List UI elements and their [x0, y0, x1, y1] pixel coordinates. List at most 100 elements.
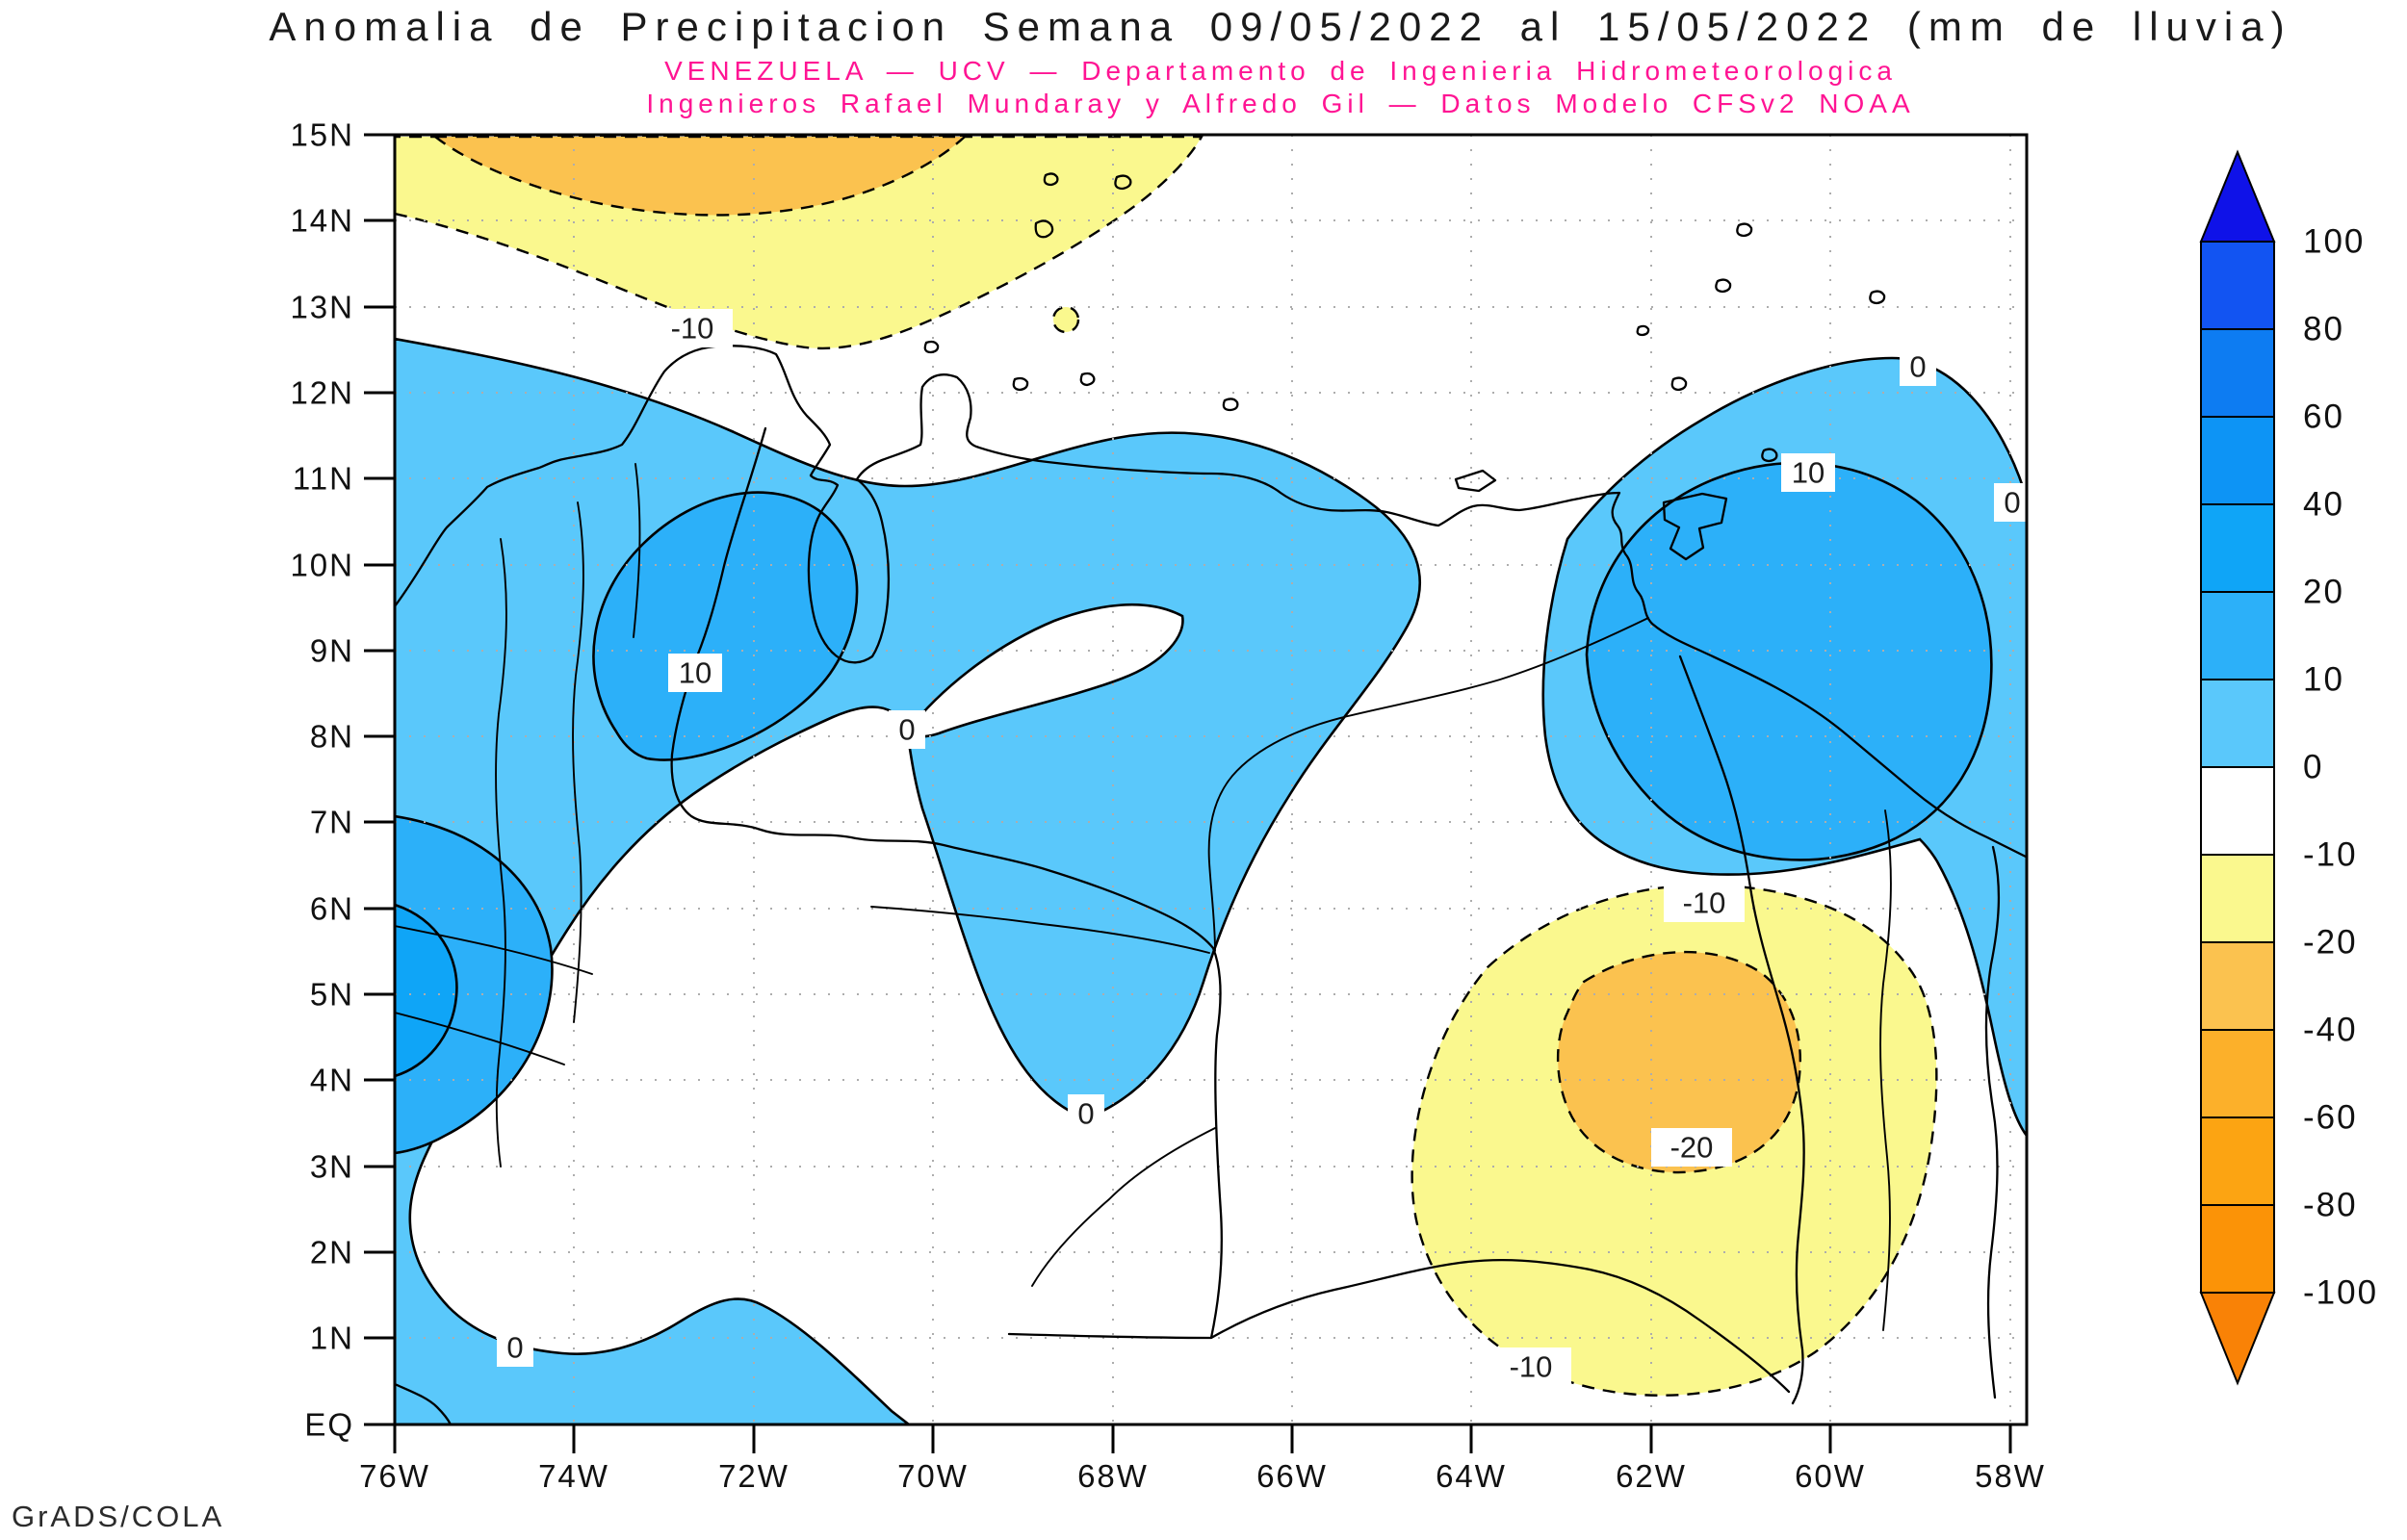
colorbar: 100 80 60 40 20 10 0 -10 -20 -40 -60 -80…	[2199, 149, 2378, 1386]
contour-value-labels: -10 0 10 10 0 0 -10 -20 -10 0 0	[497, 309, 2031, 1386]
contour-label: 0	[497, 1328, 533, 1367]
contour-label: -20	[1651, 1128, 1732, 1167]
colorbar-label: -40	[2303, 1012, 2358, 1049]
x-tick-label: 76W	[359, 1458, 430, 1494]
colorbar-label: 40	[2303, 486, 2344, 524]
y-tick-label: 2N	[310, 1235, 354, 1270]
contour-label: 0	[1994, 483, 2031, 522]
geography	[395, 172, 2027, 1424]
east-10mm-core	[1585, 461, 1993, 861]
y-tick-label: 15N	[290, 117, 354, 153]
contour-label-text: 0	[2004, 486, 2020, 520]
contour-label: 0	[1068, 1094, 1104, 1133]
contour-label: 10	[1781, 453, 1835, 492]
colorbar-label: 20	[2303, 574, 2344, 611]
colorbar-segment	[2200, 1204, 2275, 1294]
contour-label-text: 10	[1792, 456, 1825, 490]
x-tick-label: 68W	[1077, 1458, 1149, 1494]
colorbar-label: -60	[2303, 1099, 2358, 1137]
colorbar-label: 10	[2303, 661, 2344, 699]
y-tick-label: 3N	[310, 1149, 354, 1185]
country-borders-path	[395, 426, 2001, 1424]
contour-label-text: 0	[1077, 1097, 1094, 1131]
y-tick-label: 7N	[310, 805, 354, 840]
contour-label-text: 0	[1909, 350, 1926, 384]
colorbar-label: 80	[2303, 311, 2344, 348]
rivers-path	[395, 463, 1892, 1331]
colorbar-segment	[2200, 416, 2275, 505]
y-tick-label: 14N	[290, 203, 354, 239]
colorbar-segment	[2200, 328, 2275, 418]
colorbar-segment	[2200, 941, 2275, 1031]
colorbar-label: 100	[2303, 223, 2365, 261]
y-tick-label: 9N	[310, 633, 354, 669]
colorbar-label: -100	[2303, 1274, 2378, 1312]
contour-label-text: -10	[1510, 1350, 1553, 1384]
contour-label: 0	[1900, 347, 1936, 386]
colorbar-bottom-arrow	[2199, 1292, 2276, 1386]
colorbar-segment	[2200, 591, 2275, 680]
subtitle-line-2: Ingenieros Rafael Mundaray y Alfredo Gil…	[646, 89, 1915, 118]
colorbar-segment	[2200, 1029, 2275, 1118]
y-axis-labels: 15N 14N 13N 12N 11N 10N 9N 8N 7N 6N 5N 4…	[290, 117, 354, 1443]
x-axis-ticks	[393, 1424, 2012, 1453]
southeast-dry-minus20-core	[1556, 950, 1802, 1174]
contour-label: 0	[889, 710, 925, 749]
x-axis-labels: 76W 74W 72W 70W 68W 66W 64W 62W 60W 58W	[359, 1458, 2046, 1494]
y-tick-label: EQ	[304, 1407, 354, 1443]
west-edge-10mm-core	[395, 814, 554, 1155]
west-edge-20mm-core	[395, 903, 458, 1078]
y-axis-ticks	[364, 133, 395, 1426]
subtitle-line-1: VENEZUELA — UCV — Departamento de Ingeni…	[664, 56, 1897, 86]
colorbar-segment	[2200, 503, 2275, 593]
contour-label: 10	[668, 654, 722, 692]
colorbar-top-arrow	[2199, 149, 2276, 243]
y-tick-label: 4N	[310, 1063, 354, 1098]
contour-label-text: 0	[506, 1331, 523, 1365]
y-tick-label: 10N	[290, 548, 354, 583]
contour-label-text: 10	[679, 656, 712, 690]
contour-label-text: 0	[898, 713, 915, 747]
colorbar-label: 60	[2303, 398, 2344, 436]
colorbar-segment	[2200, 854, 2275, 943]
x-tick-label: 62W	[1616, 1458, 1687, 1494]
central-white-pocket-0mm-contour	[905, 603, 1184, 738]
y-tick-label: 12N	[290, 375, 354, 411]
contour-label: -10	[1664, 884, 1745, 922]
x-tick-label: 60W	[1795, 1458, 1866, 1494]
x-tick-label: 74W	[538, 1458, 609, 1494]
y-tick-label: 5N	[310, 977, 354, 1013]
small-dry-spot	[1051, 305, 1080, 334]
x-tick-label: 70W	[897, 1458, 969, 1494]
y-tick-label: 8N	[310, 719, 354, 755]
colorbar-label: -10	[2303, 836, 2358, 874]
contour-label: -10	[1490, 1348, 1571, 1386]
islands-path	[923, 172, 1886, 561]
north-dry-band-minus20-core	[431, 135, 969, 217]
colorbar-labels: 100 80 60 40 20 10 0 -10 -20 -40 -60 -80…	[2303, 223, 2378, 1312]
page-title: Anomalia de Precipitacion Semana 09/05/2…	[269, 4, 2292, 49]
grads-credit: GrADS/COLA	[12, 1500, 225, 1533]
colorbar-segment	[2200, 679, 2275, 768]
plot-frame	[393, 133, 2029, 1426]
x-tick-label: 72W	[718, 1458, 789, 1494]
colorbar-segment	[2200, 241, 2275, 330]
colorbar-label: -80	[2303, 1187, 2358, 1224]
colorbar-segment	[2200, 766, 2275, 856]
contour-label-text: -10	[1683, 886, 1726, 920]
y-tick-label: 6N	[310, 891, 354, 927]
colorbar-label: 0	[2303, 749, 2323, 786]
anomaly-fill-regions	[395, 135, 2027, 1424]
y-tick-label: 11N	[293, 461, 354, 497]
contour-label-text: -20	[1670, 1131, 1714, 1165]
x-tick-label: 58W	[1975, 1458, 2046, 1494]
contour-label-text: -10	[671, 312, 714, 346]
contour-label: -10	[652, 309, 733, 347]
y-tick-label: 13N	[290, 290, 354, 325]
y-tick-label: 1N	[310, 1321, 354, 1356]
colorbar-label: -20	[2303, 924, 2358, 962]
coastline-path	[395, 345, 2027, 859]
colorbar-segment	[2200, 1116, 2275, 1206]
